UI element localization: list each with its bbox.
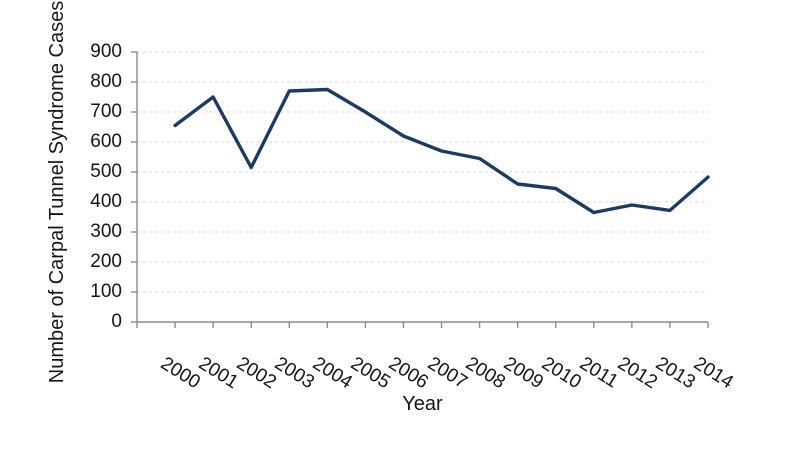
- y-tick-label: 200: [90, 251, 122, 272]
- y-tick-label: 900: [90, 41, 122, 62]
- y-tick-label: 600: [90, 131, 122, 152]
- data-line-cases: [173, 87, 710, 215]
- y-tick-label: 400: [90, 191, 122, 212]
- y-tick-label: 800: [90, 71, 122, 92]
- x-axis-title: Year: [402, 393, 443, 415]
- y-tick-label: 100: [90, 281, 122, 302]
- y-tick-label: 500: [90, 161, 122, 182]
- y-tick-label: 0: [111, 311, 122, 332]
- y-tick-label: 300: [90, 221, 122, 242]
- y-tick-label: 700: [90, 101, 122, 122]
